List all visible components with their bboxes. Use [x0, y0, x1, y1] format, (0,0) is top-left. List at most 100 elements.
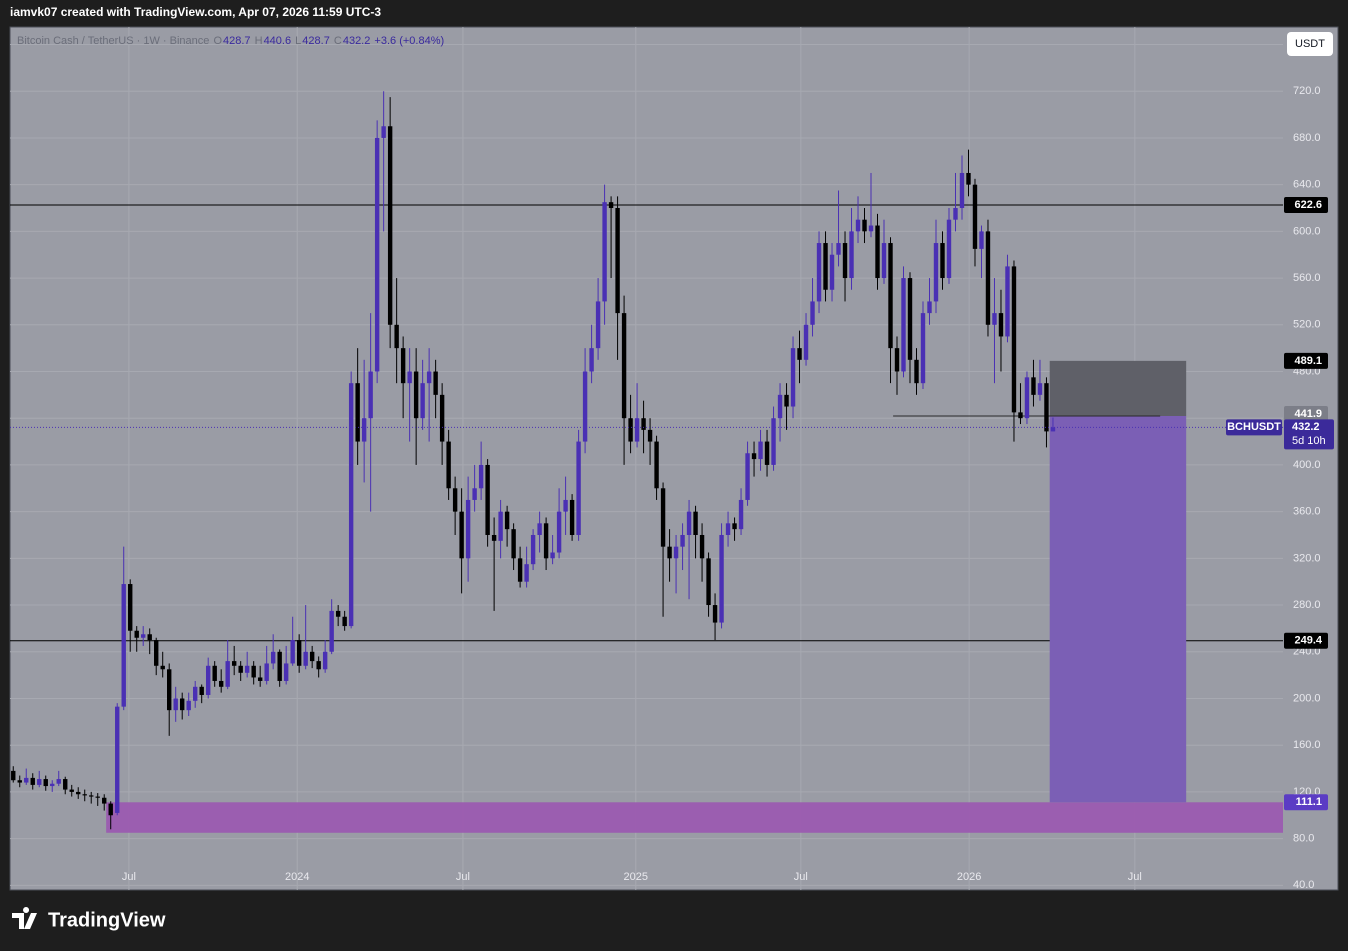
candle-body [797, 348, 802, 360]
candle-body [576, 441, 581, 535]
price-tag-bg [1284, 419, 1334, 450]
candle-body [446, 441, 451, 489]
candle-body [992, 313, 997, 325]
candle-body [881, 243, 887, 279]
candle-body [803, 324, 809, 360]
candle-body [478, 464, 484, 489]
candle-body [849, 231, 854, 279]
hline-tag: 249.4 [1294, 635, 1322, 647]
candle-body [82, 794, 87, 796]
candle-body [69, 789, 74, 792]
target-tag: 111.1 [1296, 796, 1322, 808]
y-tick-label: 680.0 [1293, 132, 1321, 144]
candle-body [888, 243, 893, 349]
candle-body [11, 770, 16, 781]
y-tick-label: 200.0 [1293, 692, 1321, 704]
x-tick-label: Jul [1128, 871, 1142, 883]
candle-body [868, 225, 874, 232]
candle-body [1018, 412, 1023, 419]
candle-body [374, 137, 380, 372]
candle-body [420, 383, 425, 419]
candle-body [1044, 383, 1049, 432]
candle-body [829, 254, 835, 290]
candle-body [309, 651, 315, 662]
candle-body [758, 441, 763, 460]
symbol-tag: BCHUSDT [1227, 421, 1281, 433]
symbol-tag-bg [1226, 419, 1282, 436]
candle-body [368, 371, 373, 419]
candle-body [784, 394, 789, 407]
zone [106, 802, 1283, 833]
candle-body [472, 488, 477, 500]
candle-body [102, 797, 107, 804]
candle-body [608, 202, 614, 209]
candle-body [76, 791, 81, 795]
candle-body [589, 348, 594, 372]
candle-body [693, 511, 698, 535]
candle-body [381, 126, 386, 138]
candle-body [270, 651, 276, 664]
candle-body [173, 698, 178, 711]
candle-body [745, 453, 750, 500]
brand: TradingView [48, 909, 166, 931]
candle-body [725, 523, 731, 535]
y-tick-label: 160.0 [1293, 739, 1321, 751]
ohlc-letter: L [295, 35, 302, 47]
candle-body [238, 665, 243, 673]
candle-body [56, 779, 61, 784]
candle-body [946, 219, 952, 279]
candle-body [154, 640, 159, 666]
candle-body [771, 418, 776, 465]
candle-body [920, 313, 926, 384]
candle-body [134, 630, 139, 638]
candle-body [966, 172, 971, 185]
candle-body [751, 453, 757, 460]
candle-body [582, 371, 588, 442]
candle-body [342, 616, 347, 627]
candle-body [504, 511, 510, 530]
ohlc-letter: H [254, 35, 263, 47]
candle-body [777, 394, 783, 419]
candle-body [537, 523, 542, 535]
candle-body [894, 348, 900, 372]
candle-body [264, 663, 269, 681]
x-tick-label: Jul [456, 871, 470, 883]
candle-body [316, 661, 321, 670]
candle-body [836, 243, 841, 255]
stop-tag: 489.1 [1294, 355, 1322, 367]
candle-body [654, 441, 659, 489]
candle-body [959, 172, 965, 209]
candle-body [615, 208, 620, 314]
candle-body [322, 651, 328, 670]
logo-mark [12, 907, 37, 929]
candle-body [686, 511, 692, 535]
plot [10, 91, 1283, 833]
candle-body [115, 706, 120, 813]
candle-body [524, 564, 529, 582]
candle-body [517, 558, 523, 582]
candle-body [595, 301, 601, 349]
candle-body [901, 278, 906, 372]
candle-body [673, 546, 679, 559]
candle-body [329, 610, 334, 652]
candle-body [543, 523, 549, 559]
candle-body [225, 661, 230, 687]
candle-body [1037, 383, 1043, 395]
candle-body [439, 394, 445, 442]
currency-button[interactable] [1287, 32, 1333, 56]
y-tick-label: 40.0 [1293, 879, 1314, 891]
currency-button-label[interactable]: USDT [1295, 38, 1325, 50]
candle-body [160, 665, 165, 670]
y-tick-label: 520.0 [1293, 319, 1321, 331]
candle-body [63, 779, 68, 790]
candle-body [667, 546, 672, 559]
candle-body [927, 301, 932, 314]
candle-body [485, 464, 490, 535]
symbol-title: Bitcoin Cash / TetherUS · 1W · Binance [17, 35, 210, 47]
candle-body [1024, 377, 1030, 419]
candle-body [816, 243, 822, 302]
candle-body [290, 640, 295, 664]
candle-body [855, 219, 861, 232]
candle-body [218, 680, 224, 687]
candle-body [491, 534, 497, 541]
